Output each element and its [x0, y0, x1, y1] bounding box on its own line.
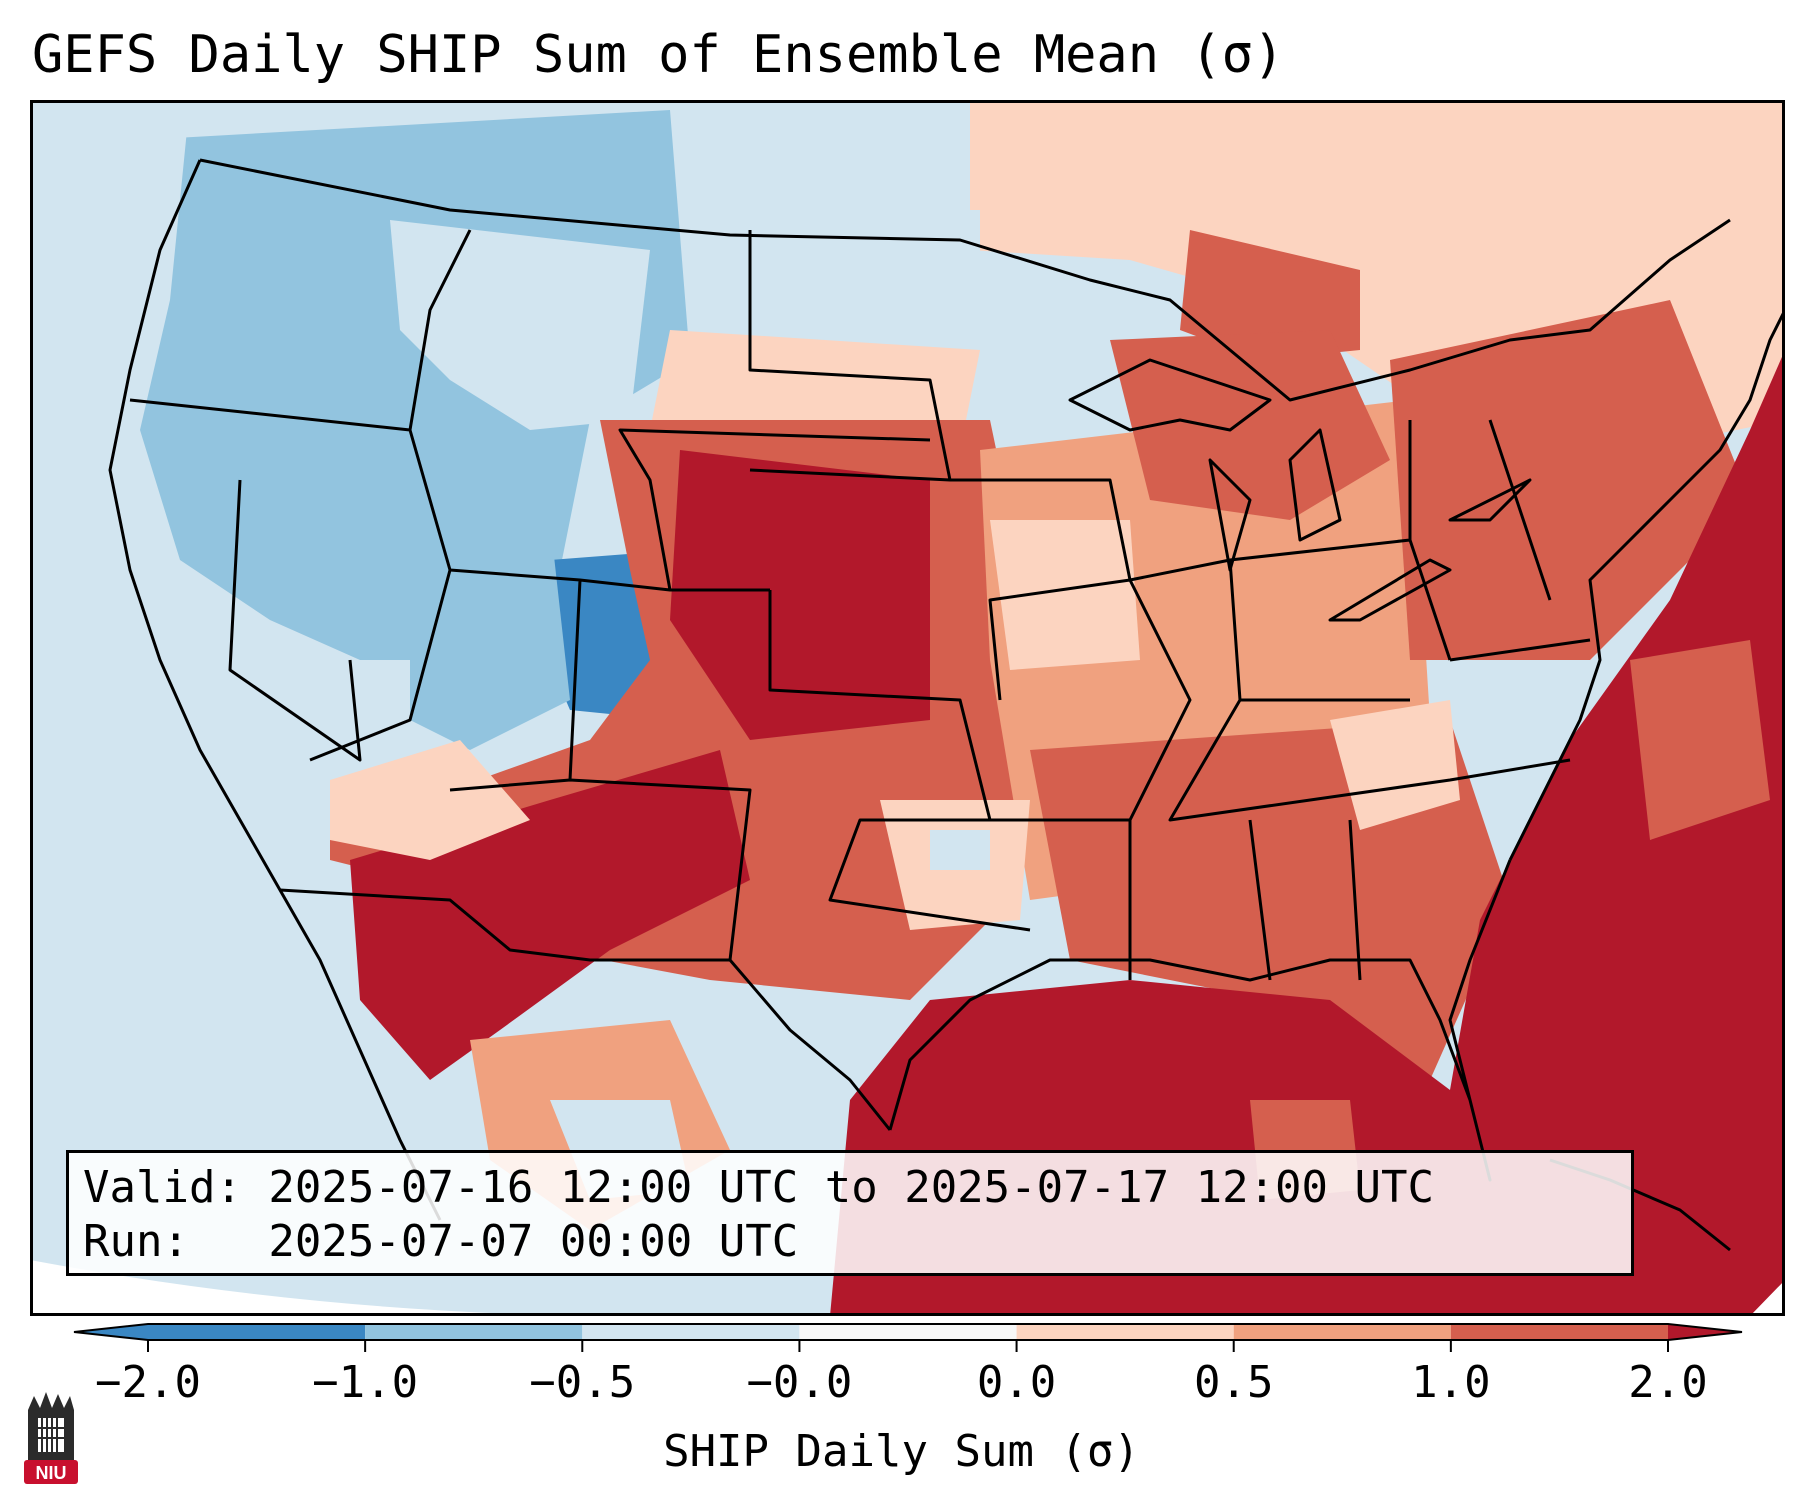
valid-time-text: Valid: 2025-07-16 12:00 UTC to 2025-07-1…	[83, 1162, 1435, 1213]
run-time-text: Run: 2025-07-07 00:00 UTC	[83, 1216, 799, 1267]
colorbar-segment	[365, 1324, 583, 1340]
colorbar-segment	[799, 1324, 1017, 1340]
map-frame	[30, 100, 1785, 1316]
colorbar-tick-label: 0.0	[976, 1357, 1057, 1408]
projection-edge	[30, 1260, 630, 1316]
region-atlantic-patch	[1630, 640, 1770, 840]
east-coast	[1508, 309, 1785, 861]
colorbar-ticks: −2.0 −1.0 −0.5 −0.0 0.0 0.5 1.0 2.0	[0, 1355, 1803, 1415]
region-atlantic-gulf	[830, 350, 1785, 1316]
colorbar-segment	[1233, 1324, 1451, 1340]
state-lines-east	[1129, 419, 1591, 981]
region-great-lakes	[1110, 330, 1390, 520]
colorbar-tick-label: 1.0	[1411, 1357, 1491, 1408]
colorbar	[73, 1323, 1743, 1352]
region-northern-plains-low	[750, 210, 980, 370]
valid-run-box: Valid: 2025-07-16 12:00 UTC to 2025-07-1…	[66, 1150, 1634, 1276]
region-iowa-light	[990, 520, 1140, 670]
region-idaho-montana	[390, 220, 650, 430]
logo-window-grid	[38, 1418, 64, 1452]
colorbar-tick-label: 0.5	[1193, 1357, 1274, 1408]
map-plot	[30, 100, 1785, 1316]
great-lakes-outline	[1068, 358, 1532, 622]
colorbar-tick-label: 2.0	[1628, 1357, 1708, 1408]
region-ontario-warm	[1180, 230, 1360, 360]
colorbar-tick-label: −0.0	[746, 1357, 853, 1408]
projection-edge-right	[1750, 1280, 1785, 1316]
colorbar-segment	[148, 1324, 366, 1340]
region-pacific-light	[30, 100, 530, 1316]
colorbar-tick-label: −0.5	[529, 1357, 636, 1408]
region-plains-core	[670, 450, 930, 740]
region-northeast	[1390, 300, 1750, 660]
us-canada-border	[199, 158, 1731, 402]
colorbar-segment	[582, 1324, 800, 1340]
gulf-coast	[888, 859, 1512, 1182]
region-arizona-light	[330, 740, 530, 860]
colorbar-label: SHIP Daily Sum (σ)	[663, 1426, 1140, 1477]
colorbar-extend-min	[74, 1324, 148, 1340]
chart-title: GEFS Daily SHIP Sum of Ensemble Mean (σ)	[32, 25, 1285, 85]
colorbar-segment	[1016, 1324, 1234, 1340]
niu-logo: NIU	[24, 1392, 78, 1484]
mexico-border	[279, 888, 892, 1131]
colorbar-extend-max	[1668, 1324, 1742, 1340]
west-coast	[108, 159, 442, 1221]
boundaries	[108, 158, 1785, 1252]
colorbar-segment	[1450, 1324, 1668, 1340]
logo-text: NIU	[36, 1463, 67, 1483]
logo-badge	[24, 1460, 78, 1484]
region-appalachia-light	[1330, 700, 1460, 830]
colorbar-tick-label: −1.0	[312, 1357, 419, 1408]
colorbar-tick-label: −2.0	[95, 1357, 201, 1408]
region-oklahoma-blue	[930, 830, 990, 870]
state-lines-west	[129, 229, 931, 961]
